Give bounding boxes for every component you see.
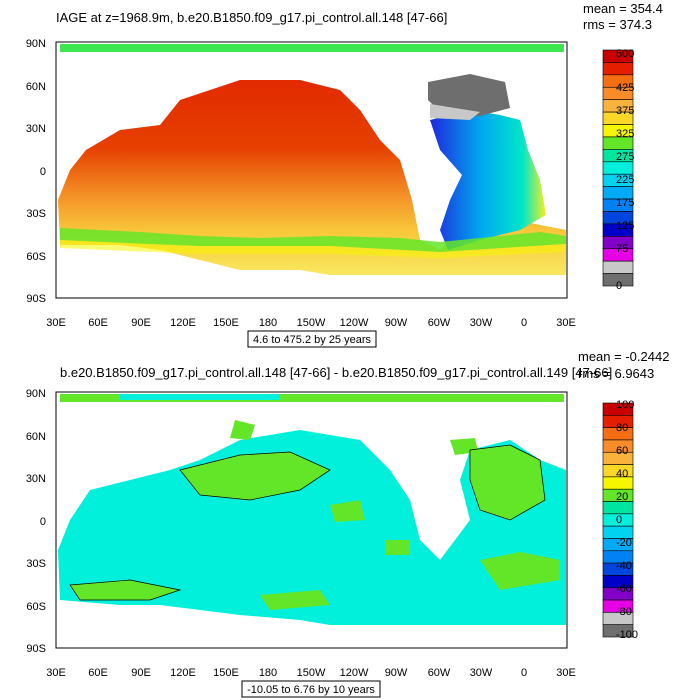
colorbar-swatch [602,501,634,515]
lon-tick: 90E [131,667,151,679]
colorbar-label: -40 [616,560,632,572]
lon-tick: 0 [521,667,527,679]
colorbar-swatch [602,273,634,287]
panel-1-range-box [247,330,377,348]
panel-1-colorbar [602,49,634,287]
colorbar-label: 175 [616,197,634,209]
lat-tick: 60N [26,431,46,443]
lat-tick: 30N [26,123,46,135]
lon-tick: 30W [470,667,493,679]
lon-tick: 120E [170,317,196,329]
panel-2-rms: rms = 6.9643 [578,366,654,381]
lat-tick: 90N [26,388,46,400]
colorbar-label: 80 [616,422,628,434]
panel-2-title: b.e20.B1850.f09_g17.pi_control.all.148 [… [60,365,612,380]
lat-tick: 30S [26,208,46,220]
lon-tick: 90W [385,317,408,329]
colorbar-swatch [602,62,634,76]
lat-tick: 0 [40,516,46,528]
lat-tick: 90N [26,38,46,50]
panel-1-lon-axis: 30E 60E 90E 120E 150E 180 150W 120W 90W … [46,317,576,329]
colorbar-label: 75 [616,243,628,255]
panel-2-colorbar [602,402,634,638]
lon-tick: 30W [470,317,493,329]
panel-2-lat-axis: 90N 60N 30N 0 30S 60S 90S [26,388,46,655]
colorbar-label: 275 [616,151,634,163]
panel-1-map [55,41,568,299]
colorbar-label: 325 [616,128,634,140]
colorbar-swatch [602,161,634,175]
colorbar-label: -80 [616,606,632,618]
panel-1: IAGE at z=1968.9m, b.e20.B1850.f09_g17.p… [26,1,663,348]
panel-1-mean: mean = 354.4 [583,1,663,16]
colorbar-swatch [602,624,634,638]
lon-tick: 30E [46,317,66,329]
lon-tick: 180 [259,667,277,679]
lon-tick: 60E [88,317,108,329]
lat-tick: 30N [26,473,46,485]
lon-tick: 120E [170,667,196,679]
lon-tick: 60E [88,667,108,679]
lat-tick: 30S [26,558,46,570]
panel-1-colorbar-labels: 500 425 375 325 275 225 175 125 75 0 [616,48,634,292]
colorbar-label: 60 [616,445,628,457]
lon-tick: 60W [428,317,451,329]
lon-tick: 150W [297,667,326,679]
colorbar-label: 225 [616,174,634,186]
lat-tick: 90S [26,293,46,305]
panel-2-map [55,391,568,649]
lon-tick: 150E [213,317,239,329]
panel-2-mean: mean = -0.2442 [578,349,669,364]
lon-tick: 90W [385,667,408,679]
lat-tick: 60N [26,81,46,93]
panel-2-range-label: -10.05 to 6.76 by 10 years [247,684,375,696]
lat-tick: 90S [26,643,46,655]
panel-2: mean = -0.2442 b.e20.B1850.f09_g17.pi_co… [26,349,669,698]
panel-2-range-box [241,680,381,698]
panel-1-title: IAGE at z=1968.9m, b.e20.B1850.f09_g17.p… [56,10,447,25]
panel-1-lat-axis: 90N 60N 30N 0 30S 60S 90S [26,38,46,305]
lon-tick: 30E [556,317,576,329]
lat-tick: 60S [26,601,46,613]
panel-2-lon-axis: 30E 60E 90E 120E 150E 180 150W 120W 90W … [46,667,576,679]
lon-tick: 0 [521,317,527,329]
colorbar-label: 425 [616,82,634,94]
panel-2-colorbar-labels: 100 80 60 40 20 0 -20 -40 -60 -80 -100 [616,399,638,641]
lon-tick: 60W [428,667,451,679]
colorbar-label: 0 [616,280,622,292]
lon-tick: 150W [297,317,326,329]
lon-tick: 90E [131,317,151,329]
colorbar-label: 100 [616,399,634,411]
lon-tick: 120W [340,667,369,679]
colorbar-label: 375 [616,105,634,117]
colorbar-label: -60 [616,583,632,595]
panel-1-rms: rms = 374.3 [583,17,652,32]
lon-tick: 120W [340,317,369,329]
colorbar-label: -20 [616,537,632,549]
colorbar-label: 20 [616,491,628,503]
colorbar-label: -100 [616,629,638,641]
colorbar-label: 0 [616,514,622,526]
colorbar-label: 125 [616,220,634,232]
lat-tick: 0 [40,166,46,178]
colorbar-label: 40 [616,468,628,480]
colorbar-swatch [602,260,634,274]
lon-tick: 30E [556,667,576,679]
lon-tick: 30E [46,667,66,679]
colorbar-label: 500 [616,48,634,60]
lon-tick: 180 [259,317,277,329]
lon-tick: 150E [213,667,239,679]
lat-tick: 60S [26,251,46,263]
panel-1-range-label: 4.6 to 475.2 by 25 years [253,334,372,346]
